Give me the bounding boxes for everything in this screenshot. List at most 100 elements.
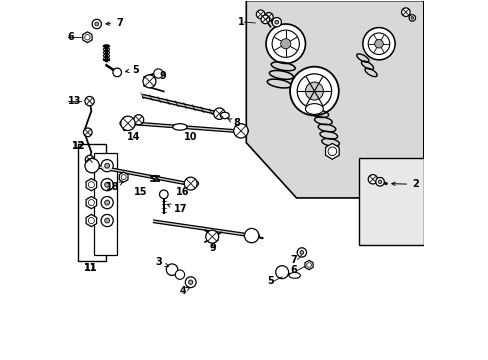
Circle shape bbox=[367, 175, 377, 184]
Circle shape bbox=[92, 19, 101, 29]
Circle shape bbox=[101, 159, 113, 172]
Circle shape bbox=[375, 177, 384, 186]
Text: 3: 3 bbox=[155, 257, 168, 267]
Circle shape bbox=[104, 200, 109, 205]
Polygon shape bbox=[86, 159, 97, 172]
Circle shape bbox=[101, 215, 113, 226]
Text: 1: 1 bbox=[237, 17, 244, 27]
Circle shape bbox=[85, 96, 94, 106]
Circle shape bbox=[166, 264, 178, 275]
Circle shape bbox=[175, 270, 184, 279]
Circle shape bbox=[84, 35, 90, 40]
Text: 9: 9 bbox=[159, 71, 165, 81]
Circle shape bbox=[121, 175, 126, 180]
Text: 11: 11 bbox=[83, 263, 97, 273]
Text: 4: 4 bbox=[179, 286, 189, 296]
Circle shape bbox=[275, 266, 288, 279]
Circle shape bbox=[362, 28, 394, 60]
Circle shape bbox=[367, 33, 389, 54]
Circle shape bbox=[271, 30, 299, 57]
Circle shape bbox=[410, 17, 413, 19]
Circle shape bbox=[101, 179, 113, 191]
Circle shape bbox=[88, 181, 94, 188]
Text: 9: 9 bbox=[209, 243, 216, 253]
Polygon shape bbox=[246, 1, 423, 198]
Text: 6: 6 bbox=[67, 32, 74, 42]
Text: 12: 12 bbox=[72, 141, 86, 151]
Text: 11: 11 bbox=[84, 263, 98, 273]
Circle shape bbox=[408, 15, 415, 21]
Circle shape bbox=[104, 163, 109, 168]
Circle shape bbox=[88, 217, 94, 224]
Circle shape bbox=[244, 228, 258, 243]
Circle shape bbox=[280, 39, 290, 49]
Circle shape bbox=[85, 155, 94, 164]
Circle shape bbox=[297, 74, 331, 108]
Circle shape bbox=[264, 13, 273, 21]
Circle shape bbox=[378, 180, 381, 184]
Circle shape bbox=[261, 15, 269, 24]
Circle shape bbox=[159, 190, 168, 199]
Bar bbox=[78, 144, 106, 261]
Circle shape bbox=[289, 67, 338, 116]
Text: 13: 13 bbox=[68, 96, 81, 106]
Text: 10: 10 bbox=[183, 132, 197, 142]
Circle shape bbox=[104, 218, 109, 223]
Circle shape bbox=[184, 177, 197, 190]
Circle shape bbox=[305, 82, 323, 100]
Ellipse shape bbox=[288, 273, 300, 278]
Circle shape bbox=[104, 182, 109, 187]
Polygon shape bbox=[119, 172, 128, 182]
Circle shape bbox=[297, 248, 306, 257]
Circle shape bbox=[300, 251, 303, 254]
Circle shape bbox=[271, 18, 281, 27]
Circle shape bbox=[185, 277, 196, 288]
Polygon shape bbox=[305, 260, 312, 270]
Circle shape bbox=[153, 69, 163, 78]
Polygon shape bbox=[82, 32, 92, 42]
Text: 7: 7 bbox=[106, 18, 122, 28]
Text: 17: 17 bbox=[167, 204, 186, 215]
Circle shape bbox=[121, 116, 135, 131]
Text: 8: 8 bbox=[227, 118, 240, 128]
Circle shape bbox=[85, 158, 99, 173]
Circle shape bbox=[113, 68, 121, 77]
Polygon shape bbox=[86, 197, 97, 209]
Circle shape bbox=[327, 147, 336, 156]
Text: 18: 18 bbox=[106, 182, 122, 192]
Circle shape bbox=[83, 128, 92, 136]
Text: 15: 15 bbox=[134, 187, 147, 197]
Text: 6: 6 bbox=[290, 265, 297, 275]
Circle shape bbox=[401, 8, 409, 17]
Text: 5: 5 bbox=[125, 64, 139, 75]
Text: 5: 5 bbox=[266, 276, 273, 286]
Text: 12: 12 bbox=[72, 141, 86, 151]
Polygon shape bbox=[325, 143, 339, 159]
Circle shape bbox=[101, 197, 113, 209]
Circle shape bbox=[306, 263, 311, 267]
Circle shape bbox=[142, 75, 156, 88]
Text: 16: 16 bbox=[176, 187, 189, 197]
Text: 2: 2 bbox=[391, 179, 418, 189]
Circle shape bbox=[88, 163, 94, 169]
Circle shape bbox=[95, 22, 99, 26]
Circle shape bbox=[205, 230, 218, 243]
Ellipse shape bbox=[172, 124, 187, 130]
Ellipse shape bbox=[220, 112, 229, 119]
Bar bbox=[359, 158, 423, 244]
Circle shape bbox=[233, 124, 247, 138]
Bar bbox=[94, 153, 117, 255]
Circle shape bbox=[265, 24, 305, 63]
Circle shape bbox=[88, 199, 94, 206]
Circle shape bbox=[256, 10, 264, 19]
Polygon shape bbox=[86, 179, 97, 191]
Text: 14: 14 bbox=[126, 132, 140, 142]
Circle shape bbox=[274, 21, 278, 24]
Circle shape bbox=[213, 108, 224, 120]
Polygon shape bbox=[86, 215, 97, 226]
Circle shape bbox=[133, 115, 143, 125]
Circle shape bbox=[328, 147, 336, 155]
Circle shape bbox=[374, 40, 383, 48]
Circle shape bbox=[188, 280, 192, 284]
Ellipse shape bbox=[305, 104, 323, 114]
